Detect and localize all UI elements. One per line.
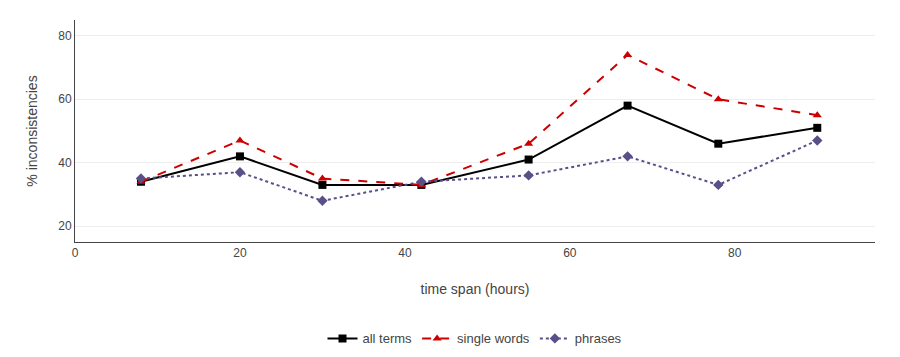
svg-text:single words: single words — [457, 331, 530, 346]
svg-text:all terms: all terms — [363, 331, 413, 346]
svg-text:% inconsistencies: % inconsistencies — [24, 75, 40, 186]
svg-text:time span (hours): time span (hours) — [421, 281, 530, 297]
svg-text:80: 80 — [58, 29, 72, 43]
svg-text:60: 60 — [563, 246, 577, 260]
svg-text:0: 0 — [72, 246, 79, 260]
svg-text:phrases: phrases — [575, 331, 622, 346]
svg-text:20: 20 — [233, 246, 247, 260]
svg-text:20: 20 — [58, 219, 72, 233]
svg-text:80: 80 — [728, 246, 742, 260]
svg-text:40: 40 — [398, 246, 412, 260]
svg-text:60: 60 — [58, 92, 72, 106]
svg-text:40: 40 — [58, 156, 72, 170]
